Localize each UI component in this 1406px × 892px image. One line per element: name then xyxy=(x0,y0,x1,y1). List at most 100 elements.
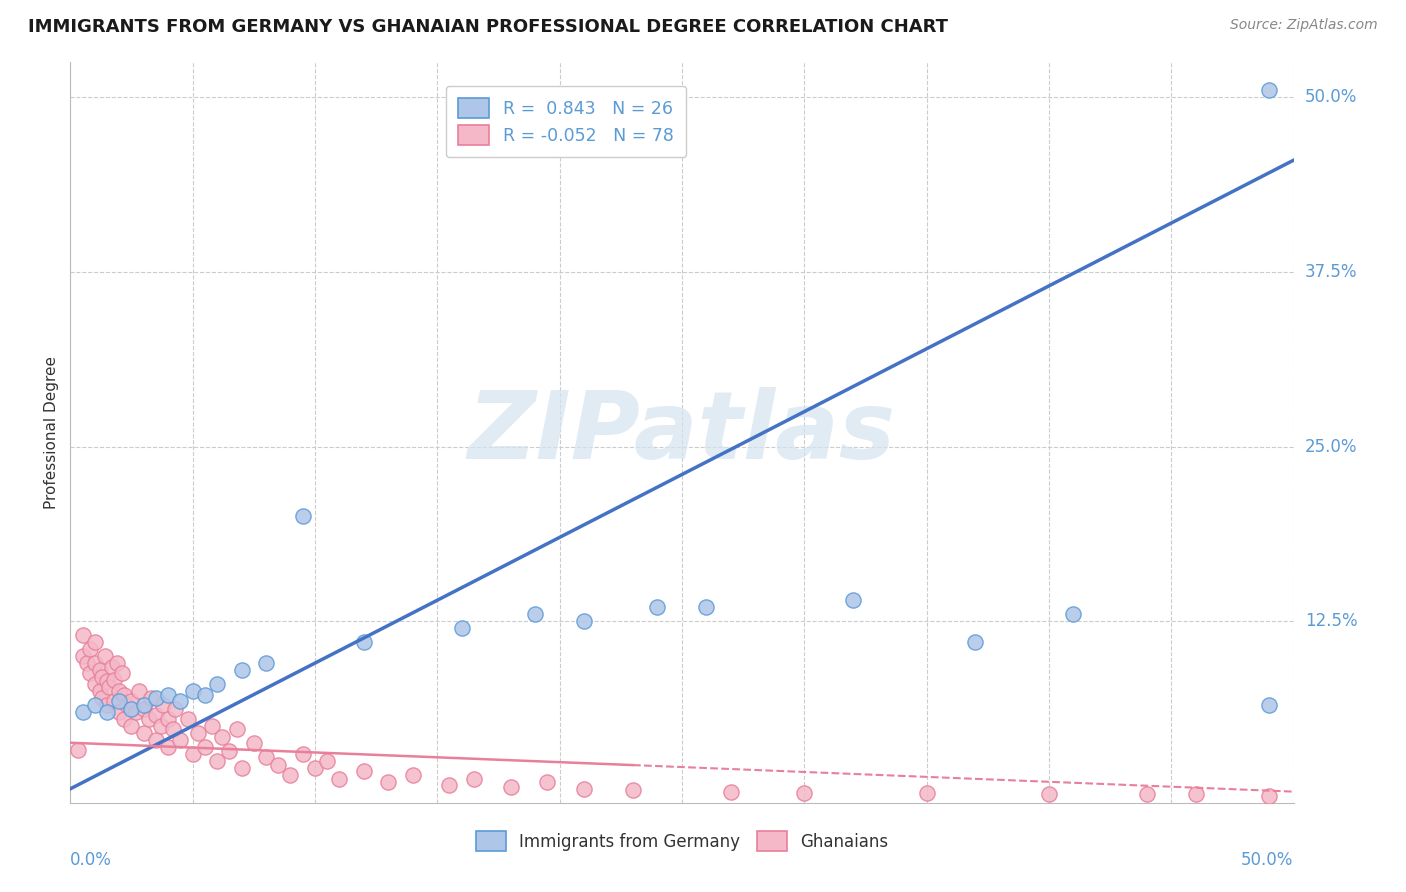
Point xyxy=(89,663,111,677)
Point xyxy=(128,684,150,698)
Point xyxy=(181,684,204,698)
Y-axis label: Professional Degree: Professional Degree xyxy=(44,356,59,509)
Point xyxy=(211,730,233,744)
Point xyxy=(157,688,180,702)
Point xyxy=(96,674,118,689)
Point xyxy=(79,642,101,657)
Point xyxy=(145,707,167,722)
Point xyxy=(572,781,595,796)
Text: 25.0%: 25.0% xyxy=(1305,438,1357,456)
Point xyxy=(91,691,114,706)
Point xyxy=(205,677,228,691)
Point xyxy=(121,719,143,733)
Point xyxy=(139,691,162,706)
Point xyxy=(79,665,101,680)
Point xyxy=(72,705,94,719)
Point xyxy=(194,688,217,702)
Legend: Immigrants from Germany, Ghanaians: Immigrants from Germany, Ghanaians xyxy=(470,825,894,857)
Point xyxy=(463,772,485,786)
Point xyxy=(291,509,314,524)
Point xyxy=(647,600,669,615)
Point xyxy=(149,719,172,733)
Point xyxy=(145,691,167,706)
Point xyxy=(108,684,131,698)
Point xyxy=(1258,698,1281,712)
Text: ZIPatlas: ZIPatlas xyxy=(468,386,896,479)
Point xyxy=(93,649,115,664)
Point xyxy=(72,649,94,664)
Point xyxy=(231,761,253,775)
Point xyxy=(695,600,717,615)
Point xyxy=(169,694,191,708)
Point xyxy=(1258,789,1281,803)
Point xyxy=(439,778,461,792)
Point xyxy=(177,712,200,726)
Point xyxy=(89,684,111,698)
Point xyxy=(121,702,143,716)
Point xyxy=(103,694,125,708)
Point xyxy=(132,726,155,740)
Point xyxy=(842,593,865,607)
Point xyxy=(254,749,277,764)
Point xyxy=(111,665,134,680)
Point xyxy=(169,733,191,747)
Point xyxy=(98,680,121,694)
Point xyxy=(152,698,174,712)
Point xyxy=(377,775,399,789)
Point xyxy=(76,656,98,670)
Point xyxy=(254,656,277,670)
Point xyxy=(165,702,187,716)
Text: IMMIGRANTS FROM GERMANY VS GHANAIAN PROFESSIONAL DEGREE CORRELATION CHART: IMMIGRANTS FROM GERMANY VS GHANAIAN PROF… xyxy=(28,18,948,36)
Text: 50.0%: 50.0% xyxy=(1305,88,1357,106)
Point xyxy=(115,698,138,712)
Point xyxy=(194,739,217,754)
Point xyxy=(572,614,595,628)
Point xyxy=(1136,788,1159,802)
Point xyxy=(499,780,522,795)
Point xyxy=(162,722,184,736)
Text: Source: ZipAtlas.com: Source: ZipAtlas.com xyxy=(1230,18,1378,32)
Point xyxy=(96,705,118,719)
Point xyxy=(108,705,131,719)
Text: 0.0%: 0.0% xyxy=(70,851,112,869)
Point xyxy=(915,786,938,800)
Point xyxy=(66,742,89,756)
Point xyxy=(186,726,208,740)
Point xyxy=(280,768,302,782)
Text: 50.0%: 50.0% xyxy=(1241,851,1294,869)
Point xyxy=(353,635,375,649)
Point xyxy=(112,688,135,702)
Point xyxy=(267,758,290,772)
Point xyxy=(132,698,155,712)
Point xyxy=(536,775,558,789)
Point xyxy=(793,786,815,800)
Point xyxy=(145,733,167,747)
Point xyxy=(101,660,124,674)
Point xyxy=(72,628,94,642)
Point xyxy=(83,677,105,691)
Text: 12.5%: 12.5% xyxy=(1305,612,1357,631)
Point xyxy=(83,656,105,670)
Point xyxy=(112,712,135,726)
Point xyxy=(965,635,987,649)
Point xyxy=(304,761,326,775)
Point xyxy=(138,712,160,726)
Point xyxy=(1062,607,1084,622)
Point xyxy=(328,772,350,786)
Point xyxy=(218,744,240,758)
Point xyxy=(1184,788,1206,802)
Point xyxy=(157,739,180,754)
Point xyxy=(231,663,253,677)
Point xyxy=(132,702,155,716)
Point xyxy=(96,698,118,712)
Point xyxy=(108,694,131,708)
Point xyxy=(205,754,228,768)
Point xyxy=(157,712,180,726)
Point xyxy=(720,784,742,798)
Point xyxy=(121,694,143,708)
Point xyxy=(1258,83,1281,97)
Point xyxy=(83,698,105,712)
Point xyxy=(201,719,224,733)
Text: 37.5%: 37.5% xyxy=(1305,263,1357,281)
Point xyxy=(103,673,125,687)
